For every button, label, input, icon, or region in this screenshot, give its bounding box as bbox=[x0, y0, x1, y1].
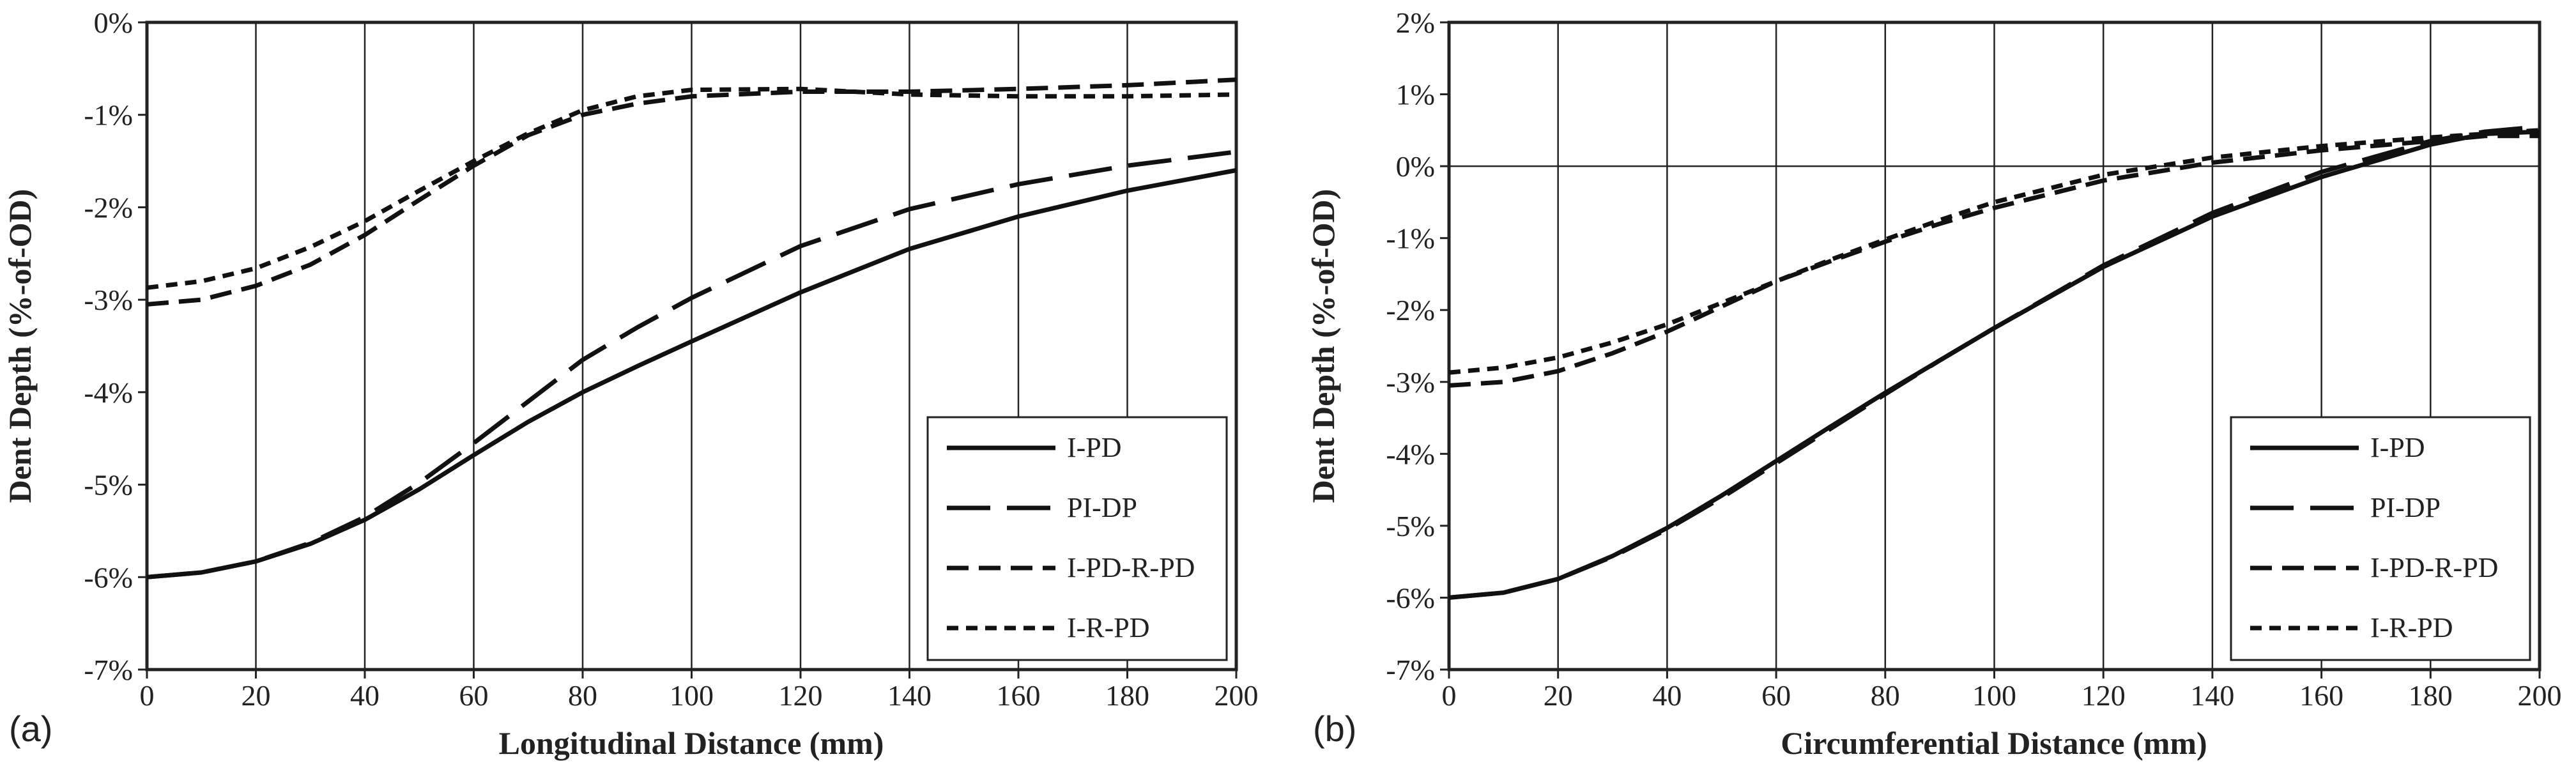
y-tick-label: -5% bbox=[1386, 510, 1435, 542]
legend-label: I-PD-R-PD bbox=[2370, 552, 2498, 583]
x-tick-label: 120 bbox=[2082, 679, 2126, 712]
legend-label: I-PD bbox=[2370, 432, 2425, 463]
x-tick-label: 140 bbox=[2190, 679, 2234, 712]
x-tick-label: 180 bbox=[2409, 679, 2453, 712]
y-tick-label: -5% bbox=[84, 469, 133, 502]
y-axis-title: Dent Depth (%-of-OD) bbox=[1305, 189, 1341, 503]
y-tick-label: 1% bbox=[1396, 79, 1435, 111]
legend: I-PD PI-DP I-PD-R-PD I-R-PD bbox=[2230, 416, 2531, 661]
y-tick-label: 0% bbox=[1396, 150, 1435, 183]
x-tick-label: 0 bbox=[140, 679, 155, 712]
x-tick-label: 180 bbox=[1105, 679, 1149, 712]
y-tick-label: 0% bbox=[94, 6, 133, 39]
y-tick-label: -6% bbox=[1386, 581, 1435, 614]
x-tick-label: 160 bbox=[997, 679, 1041, 712]
x-tick-label: 60 bbox=[459, 679, 489, 712]
x-tick-label: 80 bbox=[1871, 679, 1900, 712]
x-tick-label: 0 bbox=[1442, 679, 1457, 712]
series-line-i-pd-r-pd bbox=[1448, 134, 2540, 388]
y-tick-label: -3% bbox=[84, 284, 133, 316]
legend-label: PI-DP bbox=[1067, 492, 1137, 523]
legend-label: PI-DP bbox=[2370, 492, 2441, 523]
series-line-i-r-pd bbox=[1448, 128, 2540, 375]
y-tick-label: -1% bbox=[1386, 222, 1435, 255]
x-tick-label: 20 bbox=[241, 679, 271, 712]
y-tick-label: -6% bbox=[84, 561, 133, 594]
x-axis-title: Longitudinal Distance (mm) bbox=[499, 725, 884, 761]
x-tick-label: 40 bbox=[350, 679, 379, 712]
y-axis-title: Dent Depth (%-of-OD) bbox=[2, 189, 38, 503]
y-tick-label: -7% bbox=[84, 654, 133, 686]
x-tick-label: 160 bbox=[2299, 679, 2343, 712]
x-tick-label: 100 bbox=[670, 679, 714, 712]
x-tick-label: 80 bbox=[568, 679, 597, 712]
legend-label: I-R-PD bbox=[1067, 612, 1150, 643]
y-tick-label: -3% bbox=[1386, 366, 1435, 399]
x-tick-label: 140 bbox=[887, 679, 931, 712]
y-tick-label: -2% bbox=[1386, 294, 1435, 326]
series-line-pi-dp bbox=[146, 150, 1237, 579]
y-tick-label: -4% bbox=[1386, 438, 1435, 470]
y-tick-label: -1% bbox=[84, 99, 133, 132]
panel-b: 2% 1% 0% -1% -2% -3% -4% -5% -6% -7%0 20 40 60 80 100 1… bbox=[1305, 6, 2562, 761]
x-tick-label: 200 bbox=[2518, 679, 2562, 712]
y-tick-label: 2% bbox=[1396, 6, 1435, 39]
x-tick-label: 200 bbox=[1215, 679, 1259, 712]
legend-label: I-PD-R-PD bbox=[1067, 552, 1195, 583]
x-axis-title: Circumferential Distance (mm) bbox=[1781, 725, 2207, 761]
x-tick-label: 100 bbox=[1972, 679, 2016, 712]
x-tick-label: 40 bbox=[1652, 679, 1682, 712]
y-tick-label: -2% bbox=[84, 191, 133, 224]
legend-box bbox=[926, 416, 1228, 661]
x-tick-label: 20 bbox=[1544, 679, 1573, 712]
legend-box bbox=[2230, 416, 2531, 661]
series-line-i-pd-r-pd bbox=[146, 77, 1237, 307]
x-tick-label: 120 bbox=[779, 679, 823, 712]
x-tick-label: 60 bbox=[1761, 679, 1791, 712]
series-line-pi-dp bbox=[1448, 124, 2540, 600]
panel-label: (a) bbox=[9, 709, 52, 749]
panel-label: (b) bbox=[1313, 709, 1356, 749]
legend-label: I-PD bbox=[1067, 432, 1122, 463]
series-line-i-r-pd bbox=[146, 86, 1237, 290]
legend: I-PD PI-DP I-PD-R-PD I-R-PD bbox=[926, 416, 1228, 661]
y-tick-label: -4% bbox=[84, 376, 133, 409]
y-tick-label: -7% bbox=[1386, 654, 1435, 686]
legend-label: I-R-PD bbox=[2370, 612, 2453, 643]
panel-a: 0% -1% -2% -3% -4% -5% -6% -7%0 20 40 60 80 100 120 14… bbox=[2, 6, 1259, 761]
